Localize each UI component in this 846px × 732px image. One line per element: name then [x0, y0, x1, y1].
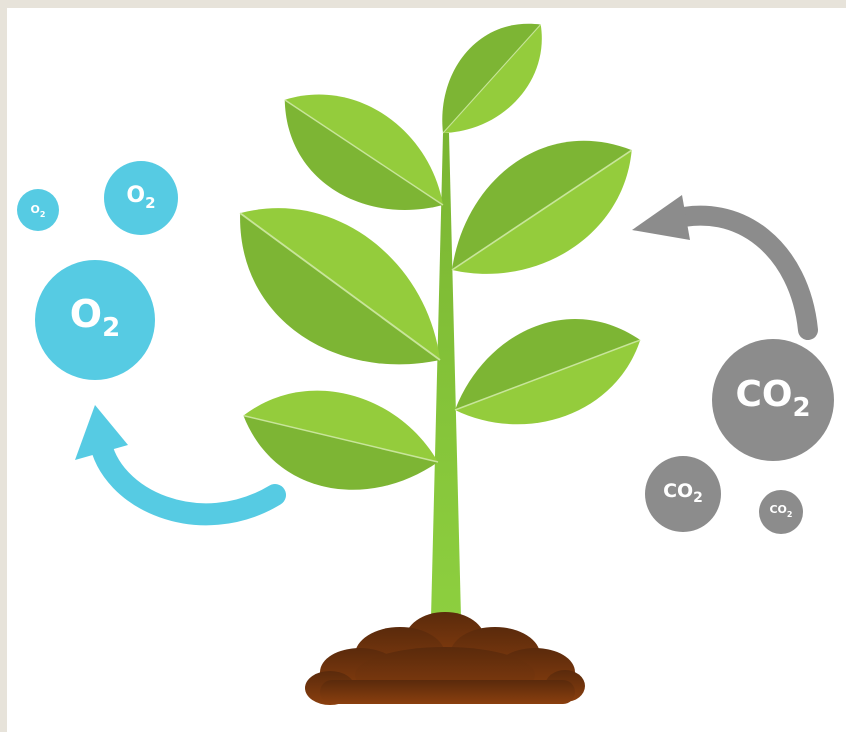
- symbol: CO: [663, 480, 693, 502]
- symbol: O: [126, 183, 145, 208]
- symbol: CO: [735, 374, 792, 415]
- symbol: O: [31, 203, 40, 216]
- subscript: 2: [787, 510, 793, 519]
- frame-left: [0, 0, 7, 732]
- subscript: 2: [693, 490, 703, 506]
- subscript: 2: [40, 210, 46, 219]
- symbol: CO: [769, 503, 786, 516]
- frame-top: [0, 0, 846, 8]
- subscript: 2: [145, 194, 155, 212]
- plant-illustration: O2 O2 O2 CO2 CO2 CO2: [0, 0, 846, 732]
- subscript: 2: [102, 313, 120, 343]
- subscript: 2: [792, 393, 810, 423]
- symbol: O: [70, 292, 102, 336]
